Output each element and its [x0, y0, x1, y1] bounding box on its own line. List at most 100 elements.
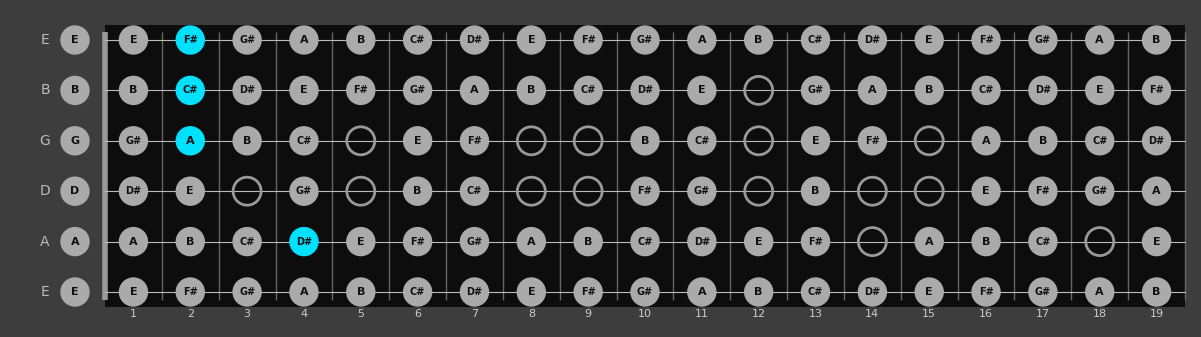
- Text: B: B: [357, 287, 365, 297]
- Circle shape: [688, 278, 716, 306]
- Text: E: E: [527, 287, 536, 297]
- Circle shape: [631, 278, 659, 306]
- Circle shape: [859, 26, 886, 54]
- Circle shape: [1029, 278, 1057, 306]
- Text: F#: F#: [808, 237, 823, 247]
- Text: D#: D#: [694, 237, 710, 247]
- Text: B: B: [812, 186, 820, 196]
- Circle shape: [61, 127, 89, 155]
- Text: A: A: [1152, 186, 1161, 196]
- Circle shape: [1142, 177, 1171, 205]
- Polygon shape: [104, 25, 1185, 307]
- Text: G#: G#: [694, 186, 710, 196]
- Circle shape: [1029, 26, 1057, 54]
- Text: G#: G#: [637, 35, 653, 45]
- Circle shape: [177, 278, 204, 306]
- Circle shape: [119, 76, 148, 104]
- Text: 8: 8: [527, 309, 534, 319]
- Text: 18: 18: [1093, 309, 1107, 319]
- Text: C#: C#: [979, 85, 993, 95]
- Text: C#: C#: [239, 237, 255, 247]
- Text: G#: G#: [1092, 186, 1107, 196]
- Text: 1: 1: [130, 309, 137, 319]
- Text: C#: C#: [1035, 237, 1051, 247]
- Circle shape: [177, 127, 204, 155]
- Circle shape: [801, 177, 830, 205]
- Text: B: B: [754, 287, 763, 297]
- Text: F#: F#: [865, 136, 880, 146]
- Text: B: B: [1153, 287, 1160, 297]
- Circle shape: [859, 127, 886, 155]
- Circle shape: [574, 76, 602, 104]
- Text: A: A: [1095, 35, 1104, 45]
- Text: 6: 6: [414, 309, 422, 319]
- Circle shape: [1029, 177, 1057, 205]
- Circle shape: [347, 278, 375, 306]
- Text: E: E: [41, 285, 49, 299]
- Circle shape: [631, 177, 659, 205]
- Text: 5: 5: [357, 309, 364, 319]
- Text: E: E: [755, 237, 763, 247]
- Circle shape: [1086, 278, 1113, 306]
- Text: B: B: [413, 186, 422, 196]
- Circle shape: [972, 177, 1000, 205]
- Text: F#: F#: [581, 287, 596, 297]
- Text: 13: 13: [808, 309, 823, 319]
- Text: F#: F#: [183, 287, 198, 297]
- Text: C#: C#: [183, 85, 198, 95]
- Circle shape: [460, 127, 489, 155]
- Circle shape: [915, 26, 943, 54]
- Text: D#: D#: [239, 85, 255, 95]
- Text: E: E: [414, 136, 422, 146]
- Circle shape: [119, 26, 148, 54]
- Text: A: A: [981, 136, 991, 146]
- Circle shape: [404, 278, 431, 306]
- Text: D#: D#: [637, 85, 653, 95]
- Circle shape: [801, 127, 830, 155]
- Circle shape: [574, 26, 602, 54]
- Text: F#: F#: [1035, 186, 1050, 196]
- Text: C#: C#: [808, 35, 823, 45]
- Text: D#: D#: [125, 186, 142, 196]
- Text: G#: G#: [239, 287, 255, 297]
- Circle shape: [1142, 227, 1171, 255]
- Text: B: B: [982, 237, 991, 247]
- Text: 4: 4: [300, 309, 307, 319]
- Circle shape: [801, 278, 830, 306]
- Text: A: A: [130, 237, 138, 247]
- Circle shape: [119, 227, 148, 255]
- Circle shape: [631, 127, 659, 155]
- Text: D#: D#: [865, 287, 880, 297]
- Circle shape: [177, 76, 204, 104]
- Text: B: B: [527, 85, 536, 95]
- Circle shape: [404, 76, 431, 104]
- Text: 16: 16: [979, 309, 993, 319]
- Text: F#: F#: [411, 237, 425, 247]
- Text: 14: 14: [865, 309, 879, 319]
- Text: D: D: [71, 186, 79, 196]
- Circle shape: [859, 278, 886, 306]
- Text: F#: F#: [581, 35, 596, 45]
- Circle shape: [915, 227, 943, 255]
- Text: G#: G#: [410, 85, 425, 95]
- Text: E: E: [130, 35, 137, 45]
- Text: 15: 15: [922, 309, 937, 319]
- Text: E: E: [41, 33, 49, 47]
- Text: F#: F#: [467, 136, 482, 146]
- Text: D#: D#: [466, 287, 483, 297]
- Circle shape: [574, 227, 602, 255]
- Text: G#: G#: [295, 186, 312, 196]
- Text: E: E: [926, 35, 933, 45]
- Circle shape: [801, 26, 830, 54]
- Text: A: A: [527, 237, 536, 247]
- Circle shape: [177, 26, 204, 54]
- Circle shape: [61, 278, 89, 306]
- Circle shape: [972, 76, 1000, 104]
- Text: C#: C#: [467, 186, 482, 196]
- Circle shape: [347, 227, 375, 255]
- Text: F#: F#: [183, 35, 198, 45]
- Circle shape: [915, 278, 943, 306]
- Circle shape: [289, 76, 318, 104]
- Text: A: A: [41, 235, 49, 249]
- Circle shape: [1086, 76, 1113, 104]
